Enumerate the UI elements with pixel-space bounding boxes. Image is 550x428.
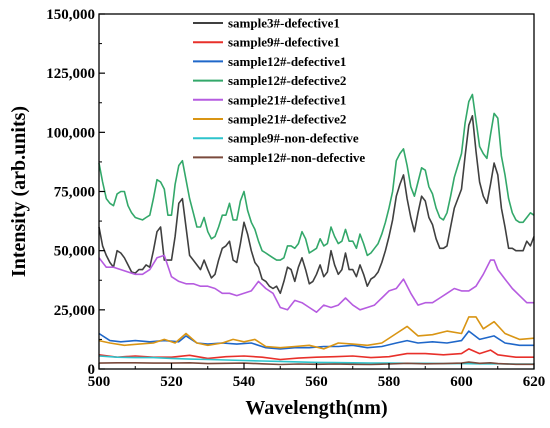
series-line-5 bbox=[98, 254, 534, 313]
legend-label-2: sample9#-defective1 bbox=[228, 35, 340, 50]
y-tick-label: 125,000 bbox=[46, 66, 95, 82]
y-tick-label: 75,000 bbox=[54, 185, 95, 201]
legend-label-5: sample21#-defective1 bbox=[228, 92, 346, 107]
y-tick-label: 0 bbox=[88, 362, 96, 378]
series-layer bbox=[98, 93, 535, 366]
series-line-4 bbox=[98, 93, 535, 261]
y-tick-label: 25,000 bbox=[54, 303, 95, 319]
legend-label-7: sample9#-non-defective bbox=[228, 131, 359, 146]
x-axis: 500 520 540 560 580 600 620 bbox=[88, 363, 546, 390]
y-axis-title: Intensity (arb.units) bbox=[8, 106, 30, 277]
legend-label-1: sample3#-defective1 bbox=[228, 16, 340, 31]
y-tick-label: 100,000 bbox=[46, 125, 95, 141]
x-tick-label: 620 bbox=[523, 374, 546, 390]
legend-label-3: sample12#-defective1 bbox=[228, 54, 346, 69]
x-tick-label: 540 bbox=[233, 374, 256, 390]
x-tick-label: 520 bbox=[160, 374, 183, 390]
series-line-1 bbox=[98, 115, 535, 295]
x-tick-label: 600 bbox=[450, 374, 473, 390]
series-line-8 bbox=[98, 361, 534, 366]
series-line-6 bbox=[98, 316, 535, 350]
legend-label-8: sample12#-non-defective bbox=[228, 150, 365, 165]
legend: sample3#-defective1 sample9#-defective1 sa… bbox=[193, 16, 365, 165]
x-tick-label: 580 bbox=[378, 374, 401, 390]
legend-label-4: sample12#-defective2 bbox=[228, 73, 346, 88]
x-tick-label: 500 bbox=[88, 374, 111, 390]
y-axis: 0 25,000 50,000 75,000 100,000 125,000 150,000 bbox=[46, 7, 105, 378]
x-axis-title: Wavelength(nm) bbox=[245, 397, 387, 419]
series-line-2 bbox=[98, 348, 534, 361]
y-tick-label: 50,000 bbox=[54, 244, 95, 260]
x-tick-label: 560 bbox=[305, 374, 328, 390]
legend-label-6: sample21#-defective2 bbox=[228, 112, 346, 127]
y-tick-label: 150,000 bbox=[46, 7, 95, 23]
